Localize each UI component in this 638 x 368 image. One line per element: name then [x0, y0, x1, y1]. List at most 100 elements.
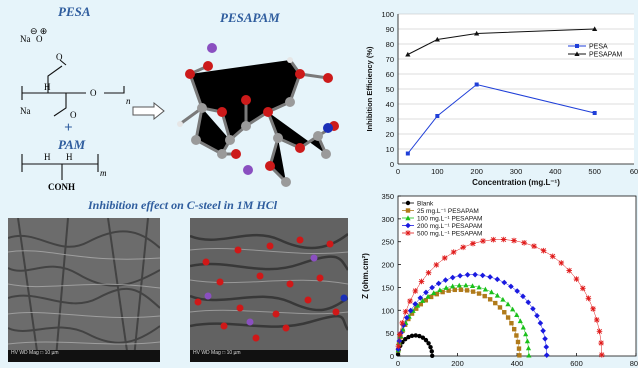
data-marker: [463, 282, 469, 288]
data-marker: [476, 284, 482, 290]
y-tick-label: 250: [381, 238, 394, 247]
data-marker: [487, 274, 493, 280]
data-marker: [523, 331, 529, 337]
molecule-bonds: [178, 58, 336, 184]
data-marker: [405, 215, 411, 221]
h-atom: H: [44, 82, 51, 92]
data-marker: [440, 289, 445, 295]
data-marker: [500, 236, 507, 243]
data-marker: [405, 208, 411, 213]
data-marker: [530, 305, 536, 312]
y-tick-label: 100: [381, 306, 394, 315]
reaction-arrow: [132, 102, 165, 120]
y-tick-label: 150: [381, 283, 394, 292]
data-marker: [534, 312, 540, 319]
oxygen-top: O: [56, 52, 63, 62]
data-marker: [470, 289, 476, 294]
data-marker: [429, 349, 434, 354]
data-marker: [450, 249, 457, 255]
data-point-pesapam: [434, 36, 440, 42]
oxygen-left: O: [36, 34, 43, 44]
y-axis-label: Z (ohm.cm²): [361, 253, 370, 299]
data-marker: [406, 334, 411, 340]
data-marker: [395, 343, 402, 349]
pam-label: PAM: [58, 137, 86, 152]
legend-label: 25 mg.L⁻¹ PESAPAM: [417, 208, 479, 215]
data-marker: [450, 283, 456, 289]
m-subscript: m: [100, 168, 107, 178]
nyquist-series-1: [396, 287, 522, 358]
sodium-2: Na: [20, 106, 31, 116]
data-marker: [488, 289, 495, 295]
hydrogen-atoms: [177, 57, 293, 127]
data-marker: [494, 292, 500, 298]
y-axis-label: Inhibition Efficiency (%): [365, 46, 374, 132]
y-tick-label: 70: [386, 55, 394, 64]
data-point-pesapam: [474, 30, 480, 36]
data-point-pesa: [405, 151, 410, 156]
y-tick-label: 50: [386, 329, 394, 338]
pesapam-molecule: [177, 43, 339, 187]
data-marker: [423, 337, 429, 343]
nitrogen-atom: [323, 123, 333, 133]
n-subscript: n: [126, 96, 131, 106]
data-marker: [437, 287, 443, 293]
sodium-atom-1: [207, 43, 217, 53]
data-marker: [403, 314, 410, 321]
data-marker: [596, 328, 603, 335]
inhibition-efficiency-chart: 0 10 20 30 40 50 60 70 80 90 100 0 100 200 300 400 500 60…: [365, 10, 638, 187]
sem-caption: Inhibition effect on C-steel in 1M HCl: [88, 198, 278, 212]
data-marker: [511, 326, 517, 332]
data-marker: [441, 255, 448, 261]
legend-label: PESAPAM: [589, 52, 622, 59]
data-marker: [502, 310, 507, 315]
pesa-label: PESA: [58, 4, 91, 19]
data-marker: [400, 326, 406, 332]
nyquist-series-4: [395, 236, 605, 358]
y-tick-label: 20: [386, 130, 394, 139]
x-tick-label: 60: [630, 167, 638, 176]
data-marker: [511, 237, 517, 244]
x-tick-label: 400: [549, 167, 562, 176]
data-marker: [514, 288, 520, 294]
data-marker: [531, 243, 537, 249]
y-tick-label: 50: [386, 85, 394, 94]
data-marker: [558, 260, 565, 266]
data-marker: [446, 288, 451, 293]
data-marker: [500, 296, 506, 302]
y-tick-label: 40: [386, 100, 394, 109]
data-marker: [493, 300, 498, 306]
data-marker: [476, 291, 482, 296]
x-tick-label: 400: [511, 359, 524, 368]
data-marker: [423, 298, 429, 303]
data-marker: [514, 312, 520, 318]
data-marker: [526, 352, 532, 358]
data-marker: [443, 285, 449, 290]
data-marker: [505, 301, 511, 307]
data-marker: [470, 240, 476, 247]
data-marker: [428, 294, 434, 300]
data-marker: [540, 247, 547, 254]
data-marker: [460, 244, 466, 251]
data-marker: [400, 322, 407, 328]
data-marker: [497, 305, 503, 310]
data-marker: [514, 333, 519, 338]
x-tick-label: 300: [510, 167, 523, 176]
data-marker: [420, 298, 426, 303]
data-marker: [405, 222, 411, 229]
data-marker: [412, 288, 419, 294]
legend-marker: [575, 44, 579, 48]
data-marker: [525, 345, 532, 351]
y-tick-label: 60: [386, 70, 394, 79]
data-marker: [598, 352, 605, 358]
data-marker: [598, 340, 604, 346]
y-tick-label: 200: [381, 261, 394, 270]
nyquist-series-0: [395, 333, 435, 358]
data-marker: [490, 236, 497, 243]
data-marker: [515, 339, 521, 345]
data-marker: [505, 315, 511, 320]
data-marker: [458, 287, 464, 292]
y-tick-label: 10: [386, 145, 394, 154]
sodium-atom-2: [243, 165, 253, 175]
x-tick-label: 500: [588, 167, 601, 176]
